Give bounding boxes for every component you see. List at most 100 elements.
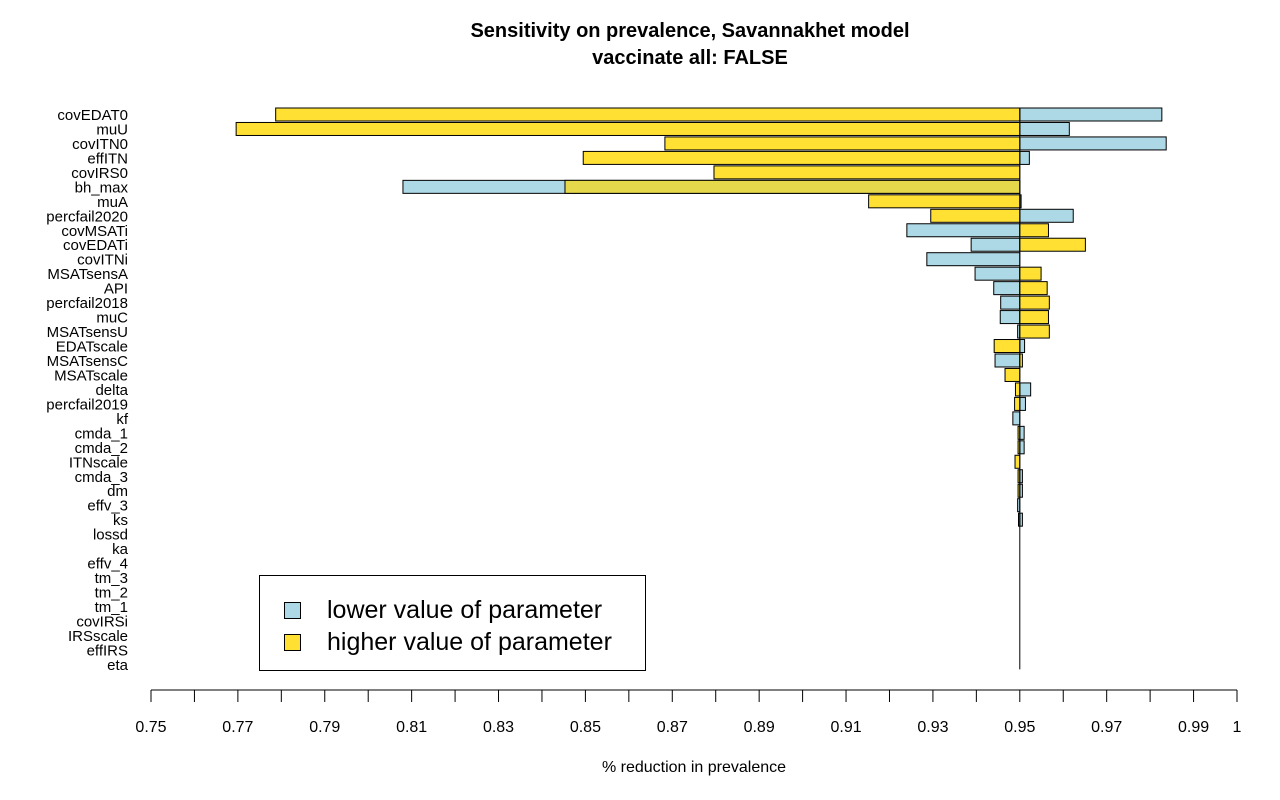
bar-lower-MSATsensC (994, 353, 1021, 368)
category-label-MSATsensC: MSATsensC (47, 353, 129, 370)
x-tick-label: 0.81 (396, 719, 427, 736)
category-label-ka: ka (112, 541, 129, 558)
bar-higher-MSATsensU (1019, 324, 1050, 339)
category-label-API: API (104, 281, 128, 298)
bar-lower-MSATsensA (974, 266, 1021, 281)
category-label-cmda_2: cmda_2 (75, 440, 128, 457)
bar-higher-muC (1019, 310, 1049, 325)
category-label-EDATscale: EDATscale (56, 339, 128, 356)
bar-higher-bh_max (564, 179, 1021, 194)
x-tick-label: 0.91 (830, 719, 861, 736)
bar-lower-EDATscale (1019, 339, 1026, 354)
x-tick-label: 0.99 (1178, 719, 1209, 736)
bar-higher-covMSATi (1019, 223, 1049, 238)
bar-higher-MSATscale (1004, 367, 1021, 382)
category-label-tm_1: tm_1 (95, 599, 128, 616)
x-tick-label: 0.77 (222, 719, 253, 736)
category-label-covIRS0: covIRS0 (71, 165, 128, 182)
bar-higher-effITN (582, 150, 1021, 165)
x-axis: 0.75 0.77 0.79 0.81 0.83 0.85 0.87 0.89 0.91 0.93… (135, 689, 1242, 736)
legend: lower value of parameter higher value of… (259, 575, 646, 671)
bar-higher-covEDAT0 (275, 107, 1021, 122)
bar-higher-covIRS0 (713, 165, 1021, 180)
chart-subtitle: vaccinate all: FALSE (592, 47, 788, 69)
category-label-tm_3: tm_3 (95, 570, 128, 587)
category-label-percfail2020: percfail2020 (46, 208, 128, 225)
category-label-percfail2018: percfail2018 (46, 295, 128, 312)
bar-higher-muA (868, 194, 1021, 209)
category-label-covEDATi: covEDATi (63, 237, 128, 254)
bar-higher-ITNscale (1014, 454, 1021, 469)
legend-item-lower: lower value of parameter (284, 595, 602, 625)
category-label-muA: muA (97, 194, 128, 211)
category-label-covITNi: covITNi (77, 252, 128, 269)
bars-layer (235, 107, 1167, 527)
bar-lower-covITN0 (1019, 136, 1167, 151)
category-label-kf: kf (116, 411, 129, 428)
bar-lower-effITN (1019, 150, 1030, 165)
category-label-MSATsensU: MSATsensU (47, 324, 128, 341)
bar-lower-muU (1019, 121, 1070, 136)
category-label-covMSATi: covMSATi (61, 223, 128, 240)
bar-higher-API (1019, 281, 1048, 296)
category-label-cmda_1: cmda_1 (75, 425, 128, 442)
category-label-effv_3: effv_3 (87, 498, 128, 515)
category-label-dm: dm (107, 483, 128, 500)
category-label-effIRS: effIRS (87, 642, 128, 659)
category-label-percfail2019: percfail2019 (46, 396, 128, 413)
category-label-ITNscale: ITNscale (69, 454, 128, 471)
bar-lower-API (993, 281, 1021, 296)
x-tick-label: 0.87 (657, 719, 688, 736)
x-tick-label: 0.97 (1091, 719, 1122, 736)
category-label-lossd: lossd (93, 527, 128, 544)
category-label-tm_2: tm_2 (95, 585, 128, 602)
bar-higher-covITN0 (664, 136, 1021, 151)
bar-lower-percfail2018 (1000, 295, 1021, 310)
x-tick-label: 0.93 (917, 719, 948, 736)
bar-lower-cmda_1 (1019, 425, 1025, 440)
x-tick-label: 0.89 (744, 719, 775, 736)
bar-higher-MSATsensA (1019, 266, 1042, 281)
category-label-effv_4: effv_4 (87, 556, 128, 573)
bar-lower-cmda_2 (1019, 440, 1025, 455)
x-axis-title: % reduction in prevalence (601, 759, 787, 776)
category-label-IRSscale: IRSscale (68, 628, 128, 645)
bar-lower-percfail2020 (1019, 208, 1074, 223)
x-tick-label: 0.83 (483, 719, 514, 736)
category-label-MSATscale: MSATscale (54, 367, 128, 384)
bar-lower-covEDATi (970, 237, 1021, 252)
bar-higher-percfail2019 (1014, 396, 1021, 411)
x-tick-label: 0.95 (1004, 719, 1035, 736)
category-label-delta: delta (95, 382, 128, 399)
category-label-eta: eta (107, 657, 129, 674)
bar-lower-delta (1019, 382, 1032, 397)
category-label-muC: muC (96, 310, 128, 327)
category-label-MSATsensA: MSATsensA (47, 266, 128, 283)
chart-title: Sensitivity on prevalence, Savannakhet m… (470, 20, 910, 42)
category-labels: covEDAT0muUcovITN0effITNcovIRS0bh_maxmuA… (46, 107, 129, 674)
x-tick-label: 0.85 (570, 719, 601, 736)
bar-lower-covITNi (926, 252, 1021, 267)
category-label-covITN0: covITN0 (72, 136, 128, 153)
category-label-ks: ks (113, 512, 128, 529)
category-label-covIRSi: covIRSi (76, 613, 128, 630)
x-tick-label: 0.79 (309, 719, 340, 736)
bar-lower-covEDAT0 (1019, 107, 1163, 122)
legend-label-higher: higher value of parameter (327, 627, 612, 656)
category-label-bh_max: bh_max (75, 179, 129, 196)
bar-lower-kf (1012, 411, 1021, 426)
bar-higher-EDATscale (993, 339, 1021, 354)
x-tick-label: 0.75 (135, 719, 166, 736)
bar-higher-delta (1014, 382, 1021, 397)
x-tick-label: 1 (1233, 719, 1242, 736)
bar-lower-muC (999, 310, 1021, 325)
legend-swatch-higher (284, 633, 301, 651)
bar-higher-covEDATi (1019, 237, 1086, 252)
legend-label-lower: lower value of parameter (327, 595, 603, 624)
bar-higher-percfail2018 (1019, 295, 1050, 310)
legend-item-higher: higher value of parameter (284, 627, 612, 657)
category-label-effITN: effITN (87, 150, 128, 167)
legend-swatch-lower (284, 601, 301, 619)
